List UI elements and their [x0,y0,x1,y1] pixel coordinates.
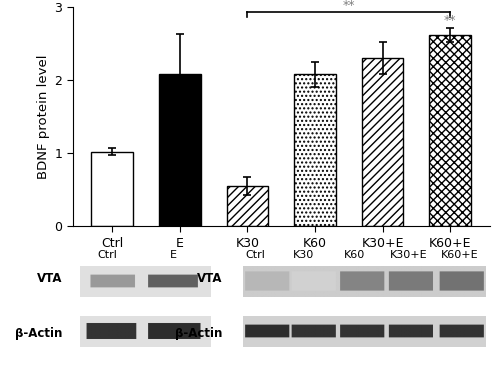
Bar [429,35,471,226]
Text: β-Actin: β-Actin [14,327,62,340]
Text: K30+E: K30+E [390,250,427,260]
Text: K60: K60 [344,250,366,260]
Bar [362,58,404,226]
Text: K30: K30 [293,250,314,260]
Bar [92,152,134,226]
Y-axis label: BDNF protein level: BDNF protein level [37,54,50,179]
Bar [294,74,336,226]
Bar [226,186,268,226]
Text: VTA: VTA [197,272,222,285]
Text: Ctrl: Ctrl [97,250,117,260]
Text: K60+E: K60+E [440,250,478,260]
Text: VTA: VTA [36,272,62,285]
Text: **: ** [444,14,456,27]
Text: β-Actin: β-Actin [175,327,222,340]
Bar [159,74,201,226]
Text: Ctrl: Ctrl [246,250,266,260]
Text: E: E [170,250,176,260]
Text: **: ** [342,0,355,12]
